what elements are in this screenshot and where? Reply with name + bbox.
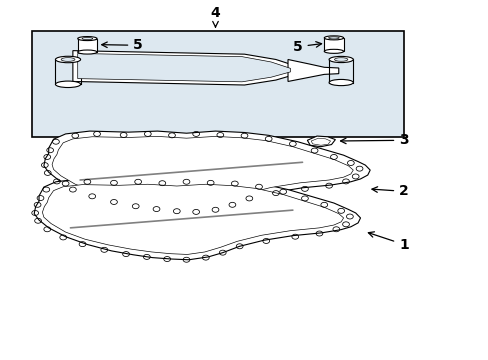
Polygon shape	[310, 138, 330, 145]
Ellipse shape	[328, 80, 352, 86]
Ellipse shape	[78, 50, 97, 54]
Bar	[32, 31, 403, 138]
Text: 2: 2	[371, 184, 408, 198]
Text: 5: 5	[292, 40, 321, 54]
Bar	[324, 38, 343, 51]
Polygon shape	[73, 51, 297, 85]
Ellipse shape	[324, 36, 343, 40]
Ellipse shape	[328, 57, 352, 63]
Text: 4: 4	[210, 6, 220, 27]
Ellipse shape	[324, 49, 343, 53]
Text: 1: 1	[367, 232, 408, 252]
Ellipse shape	[78, 37, 97, 41]
Polygon shape	[78, 54, 290, 82]
Ellipse shape	[82, 37, 93, 40]
Polygon shape	[42, 184, 343, 255]
Ellipse shape	[61, 58, 75, 61]
Ellipse shape	[328, 37, 339, 39]
Bar	[78, 39, 97, 52]
Polygon shape	[34, 179, 360, 260]
Polygon shape	[52, 136, 352, 207]
Ellipse shape	[55, 56, 81, 63]
Polygon shape	[44, 131, 369, 212]
Polygon shape	[287, 59, 338, 81]
Ellipse shape	[55, 81, 81, 87]
Ellipse shape	[334, 58, 347, 61]
Polygon shape	[307, 136, 335, 147]
Text: 5: 5	[102, 38, 142, 52]
Text: 3: 3	[340, 133, 408, 147]
